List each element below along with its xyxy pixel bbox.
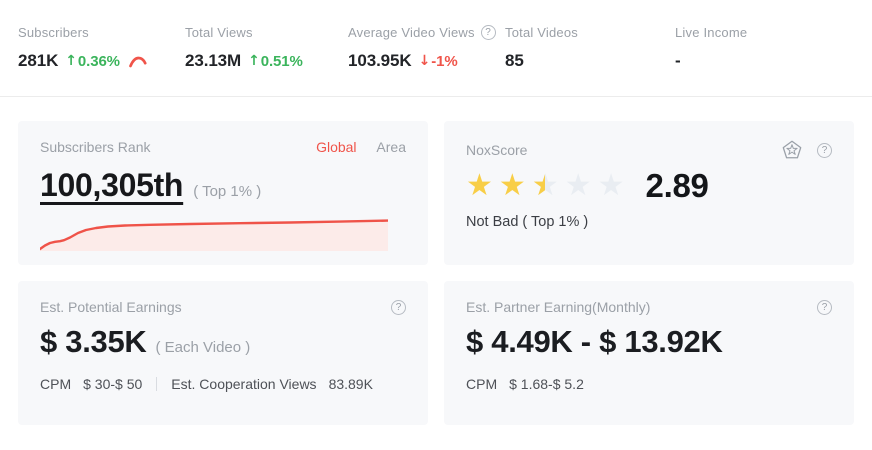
stat-live-income-value: - [675, 51, 681, 70]
stat-live-income: Live Income - [675, 25, 747, 71]
stat-total-views-value: 23.13M [185, 51, 242, 70]
stat-subscribers-value: 281K [18, 51, 59, 70]
potential-earnings-note: ( Each Video ) [155, 339, 251, 356]
rank-scope-tabs: Global Area [300, 139, 406, 155]
help-icon[interactable]: ? [817, 299, 832, 315]
cooperation-views-label: Est. Cooperation Views [171, 376, 317, 392]
star-icon-empty: ★ [564, 168, 592, 203]
stat-total-videos-label: Total Videos [505, 25, 578, 40]
star-icon-full: ★ [498, 168, 526, 203]
stat-total-views: Total Views 23.13M ↑ 0.51% [185, 25, 348, 71]
star-icon-empty: ★ [597, 168, 625, 203]
stat-avg-video-views-label: Average Video Views [348, 25, 475, 40]
noxscore-summary: Not Bad ( Top 1% ) [466, 214, 589, 230]
star-icon-half: ★★ [531, 168, 559, 203]
stat-avg-video-views: Average Video Views ? 103.95K ↓ -1% [348, 25, 505, 71]
vertical-divider [156, 377, 158, 391]
star-icon-full: ★ [466, 168, 493, 203]
noxscore-value: 2.89 [645, 167, 709, 204]
stat-subscribers-change: ↑ 0.36% [65, 52, 120, 70]
pentagon-star-badge-icon[interactable] [781, 139, 803, 161]
subscribers-rank-value[interactable]: 100,305th [40, 167, 184, 203]
tab-global[interactable]: Global [316, 139, 357, 155]
partner-earnings-card: Est. Partner Earning(Monthly) ? $ 4.49K … [444, 281, 854, 425]
cards-grid: Subscribers Rank Global Area 100,305th (… [18, 121, 854, 425]
stat-total-views-change: ↑ 0.51% [248, 52, 303, 70]
up-arrow-icon: ↑ [248, 53, 260, 69]
subscribers-rank-title: Subscribers Rank [40, 139, 151, 155]
stats-bar: Subscribers 281K ↑ 0.36% Total Views 23.1… [0, 0, 872, 97]
subscribers-rank-card: Subscribers Rank Global Area 100,305th (… [18, 121, 428, 265]
subscribers-rank-note: ( Top 1% ) [193, 183, 262, 200]
noxscore-title: NoxScore [466, 142, 528, 158]
stat-total-videos: Total Videos 85 [505, 25, 675, 71]
trend-curve-icon [129, 56, 147, 68]
stat-total-views-label: Total Views [185, 25, 253, 40]
partner-earnings-title: Est. Partner Earning(Monthly) [466, 299, 651, 315]
potential-earnings-title: Est. Potential Earnings [40, 299, 182, 315]
up-arrow-icon: ↑ [65, 53, 77, 69]
noxscore-stars: ★★★★★★ [466, 169, 631, 203]
stat-avg-video-views-change: ↓ -1% [418, 52, 458, 70]
help-icon[interactable]: ? [480, 25, 496, 40]
potential-earnings-card: Est. Potential Earnings ? $ 3.35K ( Each… [18, 281, 428, 425]
down-arrow-icon: ↓ [418, 53, 431, 69]
stat-total-videos-value: 85 [505, 51, 524, 70]
cpm-label: CPM [466, 376, 498, 392]
stat-live-income-label: Live Income [675, 25, 748, 40]
cpm-value: $ 1.68-$ 5.2 [509, 376, 584, 392]
stat-subscribers: Subscribers 281K ↑ 0.36% [18, 25, 185, 71]
partner-earnings-value: $ 4.49K - $ 13.92K [466, 324, 723, 359]
tab-area[interactable]: Area [376, 139, 406, 155]
cpm-value: $ 30-$ 50 [83, 376, 143, 392]
stat-avg-video-views-value: 103.95K [348, 51, 412, 70]
cpm-label: CPM [40, 376, 72, 392]
potential-earnings-value: $ 3.35K [40, 324, 147, 359]
help-icon[interactable]: ? [391, 299, 406, 315]
noxscore-card: NoxScore ? ★★★★★★ 2.89 Not Bad ( Top 1% … [444, 121, 854, 265]
rank-sparkline-area [40, 220, 388, 251]
help-icon[interactable]: ? [817, 142, 832, 158]
cooperation-views-value: 83.89K [328, 376, 373, 392]
rank-sparkline-line [40, 219, 388, 251]
rank-sparkline-chart [40, 219, 388, 251]
stat-subscribers-label: Subscribers [18, 25, 89, 40]
